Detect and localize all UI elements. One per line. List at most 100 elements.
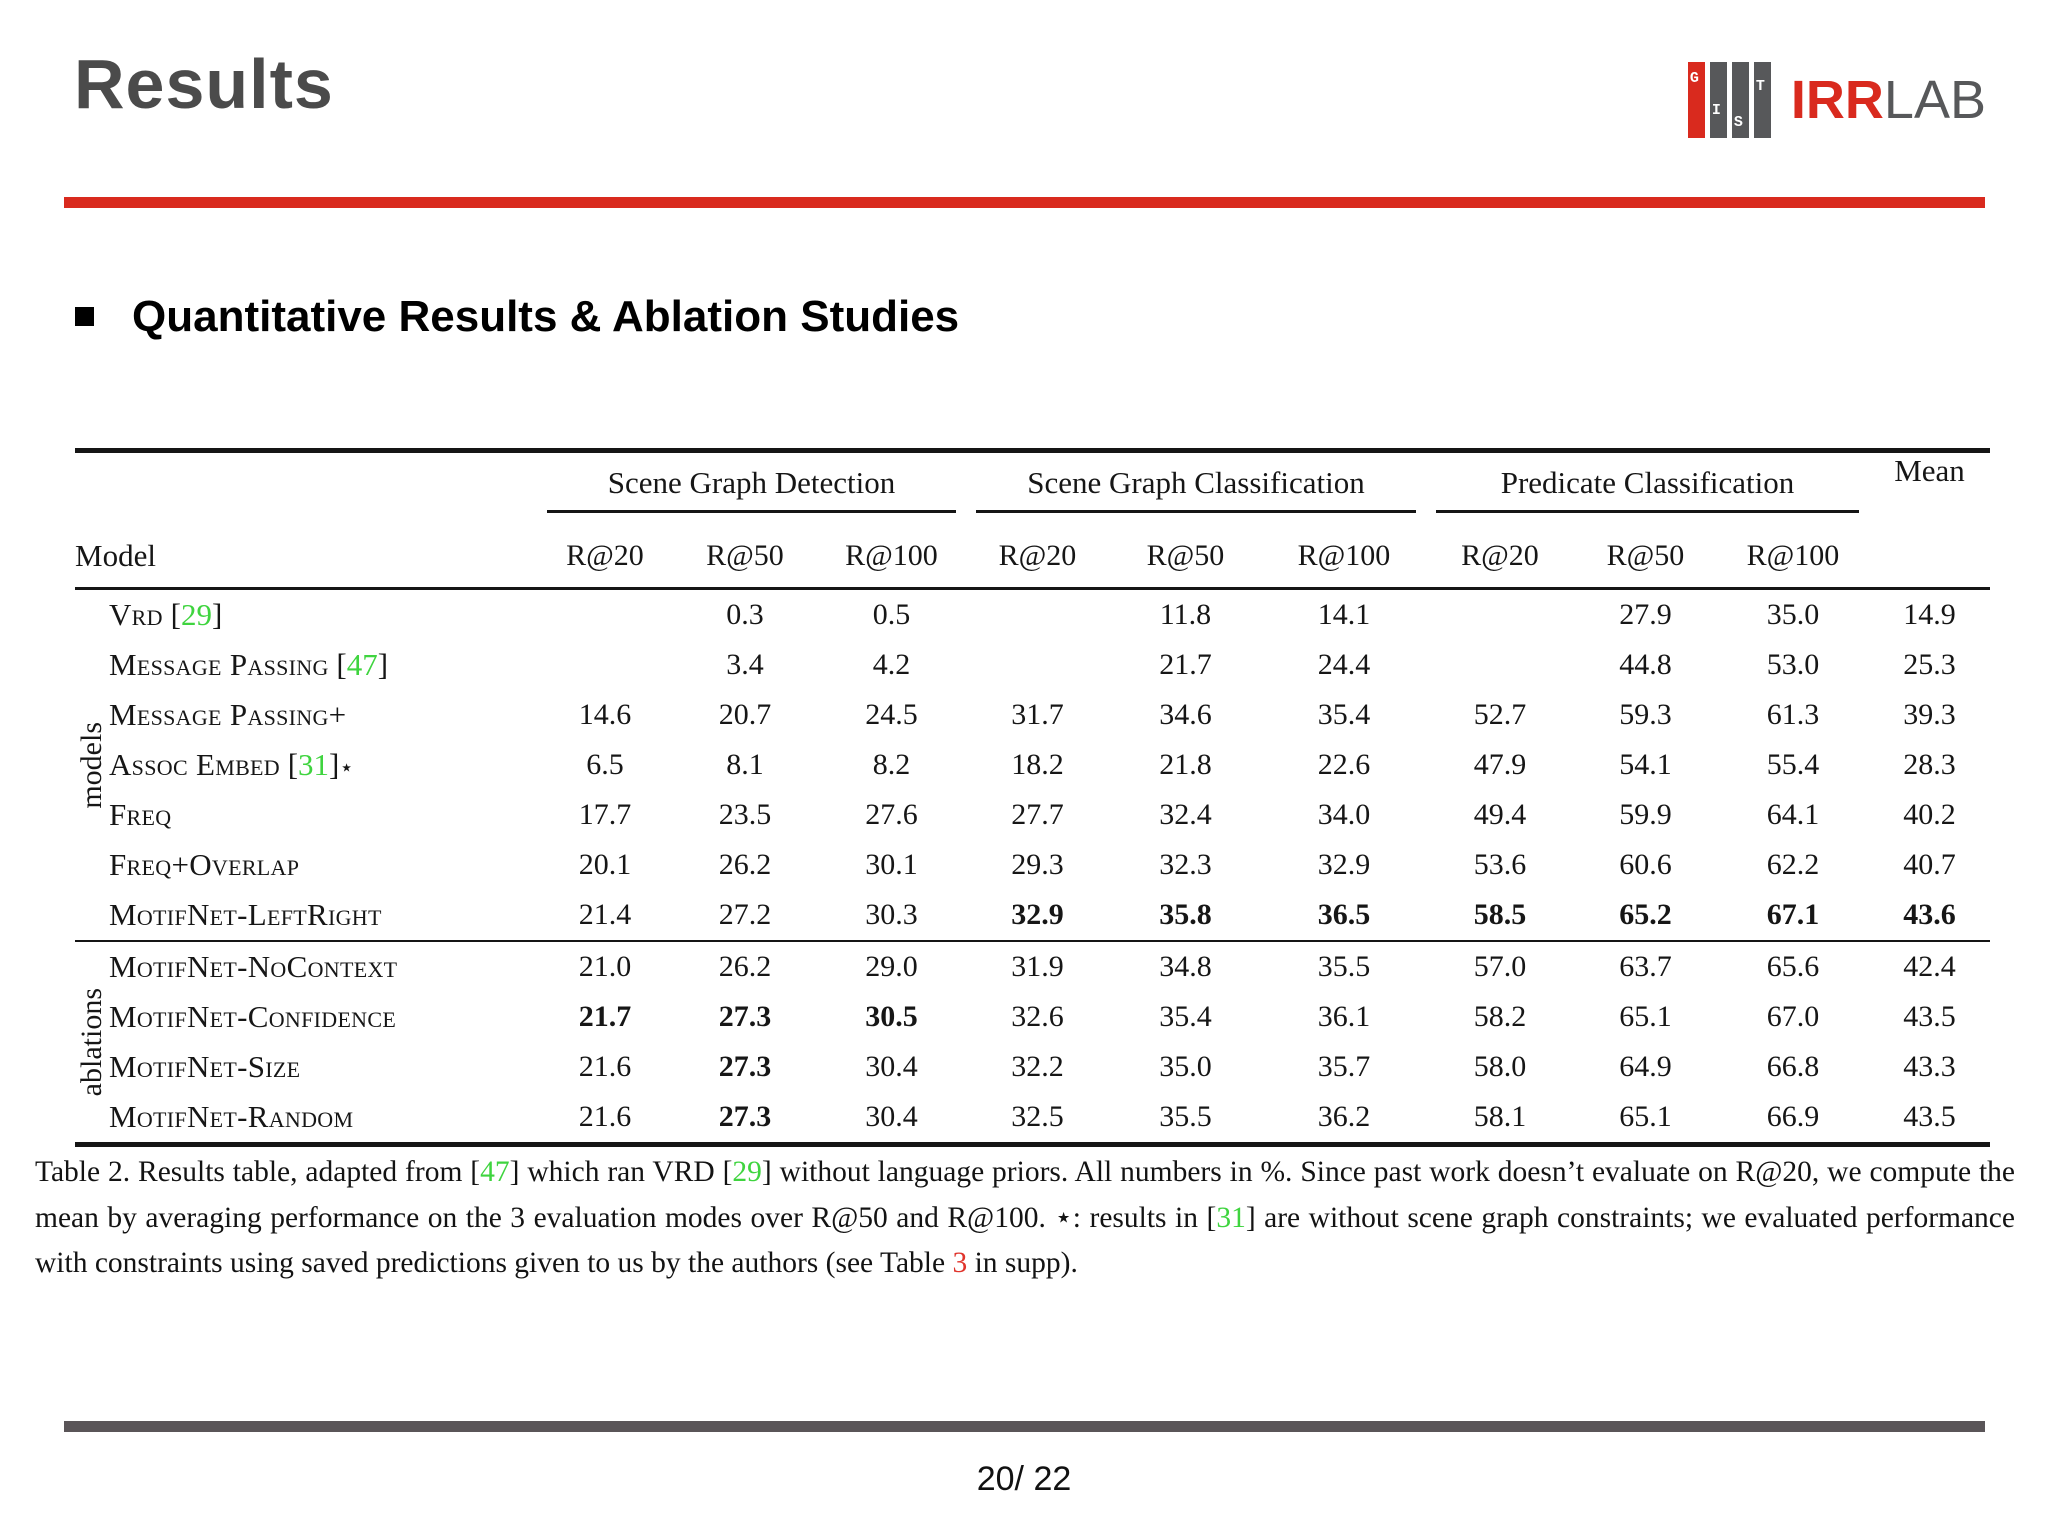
metric-value: 35.8 xyxy=(1159,898,1212,931)
table-row: Message Passing [47] 3.4 4.2 21.7 24.4 44.8 53… xyxy=(75,640,1990,690)
metric-value: 32.9 xyxy=(1011,898,1064,931)
metric-value xyxy=(537,640,673,690)
recall-header: R@20 xyxy=(966,525,1109,590)
metric-value: 21.6 xyxy=(578,1100,632,1133)
metric-value: 21.7 xyxy=(578,1000,632,1033)
mean-header: Mean xyxy=(1869,450,1990,590)
results-table: Scene Graph Detection Scene Graph Classif… xyxy=(75,448,1990,1147)
row-group-label-cell: ablations xyxy=(75,940,109,1145)
citation-ref: 47 xyxy=(346,647,378,682)
recall-header: R@20 xyxy=(537,525,673,590)
citation-ref: 29 xyxy=(180,597,212,632)
metric-value: 35.0 xyxy=(1159,1050,1212,1083)
metric-value: 21.4 xyxy=(578,898,632,931)
metric-value: 30.1 xyxy=(865,848,918,881)
metric-value: 67.0 xyxy=(1766,1000,1820,1033)
metric-value: 61.3 xyxy=(1766,698,1820,731)
table-group-header-row: Scene Graph Detection Scene Graph Classif… xyxy=(75,450,1990,590)
metric-value: 43.5 xyxy=(1903,1000,1956,1033)
metric-value: 67.1 xyxy=(1766,898,1820,931)
model-header: Model xyxy=(75,525,537,590)
model-name: MotifNet-Random xyxy=(109,1099,354,1134)
metric-value: 36.1 xyxy=(1317,1000,1371,1033)
table-row: models Vrd [29] 0.3 0.5 11.8 14.1 27.9 35.0 14.9 xyxy=(75,589,1990,808)
metric-value: 54.1 xyxy=(1619,748,1672,781)
citation-ref: 29 xyxy=(732,1156,762,1188)
metric-value: 35.5 xyxy=(1262,940,1426,992)
caption-text: in supp). xyxy=(967,1247,1078,1280)
model-name-cell: Freq xyxy=(109,790,537,840)
results-table-head: Scene Graph Detection Scene Graph Classif… xyxy=(75,450,1990,590)
metric-value: 32.6 xyxy=(1011,1000,1064,1033)
metric-value: 57.0 xyxy=(1426,940,1574,992)
bracket: ] xyxy=(329,747,340,782)
metric-value: 22.6 xyxy=(1317,748,1371,781)
metric-value: 21.0 xyxy=(537,940,673,992)
metric-value: 42.4 xyxy=(1869,940,1990,992)
model-name-cell: Vrd [29] xyxy=(109,589,537,641)
recall-header: R@100 xyxy=(817,525,966,590)
row-group-label: ablations xyxy=(75,987,108,1097)
table-row: MotifNet-Random 21.6 27.3 30.4 32.5 35.5 36.2 5… xyxy=(75,1092,1990,1145)
metric-value: 11.8 xyxy=(1159,598,1212,631)
citation-ref: 31 xyxy=(1216,1201,1246,1234)
metric-value: 35.5 xyxy=(1159,1100,1212,1133)
metric-value: 53.0 xyxy=(1766,648,1820,681)
metric-value xyxy=(1426,640,1574,690)
metric-value: 21.7 xyxy=(1159,648,1212,681)
metric-value: 21.6 xyxy=(578,1050,632,1083)
metric-value: 31.9 xyxy=(966,940,1109,992)
metric-value: 20.1 xyxy=(578,848,632,881)
model-name: MotifNet-NoContext xyxy=(109,949,398,984)
section-heading: Quantitative Results & Ablation Studies xyxy=(132,292,960,341)
star-marker: ⋆ xyxy=(339,755,354,780)
metric-value: 29.0 xyxy=(817,940,966,992)
metric-value: 27.3 xyxy=(718,1000,772,1033)
logo-bar: S xyxy=(1731,62,1749,138)
bracket: [ xyxy=(328,647,347,682)
model-name-cell: Freq+Overlap xyxy=(109,840,537,890)
metric-value: 20.7 xyxy=(718,698,772,731)
column-group-header: Scene Graph Classification xyxy=(966,451,1426,526)
logo-letter: T xyxy=(1755,78,1765,95)
page-number: 20/ 22 xyxy=(976,1460,1072,1498)
recall-header: R@100 xyxy=(1262,525,1426,590)
metric-value: 14.6 xyxy=(578,698,632,731)
metric-value: 62.2 xyxy=(1766,848,1820,881)
metric-value: 14.1 xyxy=(1317,598,1371,631)
metric-value: 66.9 xyxy=(1766,1100,1820,1133)
metric-value: 27.7 xyxy=(1011,798,1064,831)
metric-value: 40.2 xyxy=(1903,798,1956,831)
metric-value: 55.4 xyxy=(1766,748,1820,781)
metric-value: 32.5 xyxy=(1011,1100,1064,1133)
table-row: MotifNet-LeftRight 21.4 27.2 30.3 32.9 35.8 36… xyxy=(75,890,1990,941)
column-group-label: Predicate Classification xyxy=(1436,465,1859,513)
results-table-wrapper: Scene Graph Detection Scene Graph Classif… xyxy=(75,448,1990,1147)
metric-value: 43.6 xyxy=(1903,898,1956,931)
metric-value: 32.9 xyxy=(1317,848,1371,881)
model-name: Freq+Overlap xyxy=(109,847,300,882)
table-row: MotifNet-Confidence 21.7 27.3 30.5 32.6 35.4 3… xyxy=(75,992,1990,1042)
metric-value: 29.3 xyxy=(1011,848,1064,881)
metric-value: 23.5 xyxy=(718,798,772,831)
recall-header: R@100 xyxy=(1717,525,1869,590)
metric-value: 6.5 xyxy=(586,748,624,781)
model-name-cell: MotifNet-LeftRight xyxy=(109,890,537,941)
metric-value: 34.6 xyxy=(1159,698,1212,731)
metric-value: 66.8 xyxy=(1766,1050,1820,1083)
bracket: [ xyxy=(279,747,299,782)
metric-value: 59.3 xyxy=(1619,698,1672,731)
recall-header: R@20 xyxy=(1426,525,1574,590)
model-name: Assoc Embed xyxy=(109,747,280,782)
row-group-label-cell: models xyxy=(75,589,109,942)
table-row: Assoc Embed [31]⋆ 6.5 8.1 8.2 18.2 21.8 22.6 47… xyxy=(75,740,1990,790)
red-divider xyxy=(64,197,1985,208)
metric-value: 43.3 xyxy=(1903,1050,1956,1083)
metric-value: 64.9 xyxy=(1619,1050,1672,1083)
metric-value: 30.4 xyxy=(865,1050,918,1083)
recall-header: R@50 xyxy=(673,525,817,590)
citation-ref: 31 xyxy=(298,747,330,782)
metric-value: 8.2 xyxy=(872,748,911,781)
recall-header: R@50 xyxy=(1574,525,1717,590)
citation-ref: 3 xyxy=(952,1247,968,1280)
